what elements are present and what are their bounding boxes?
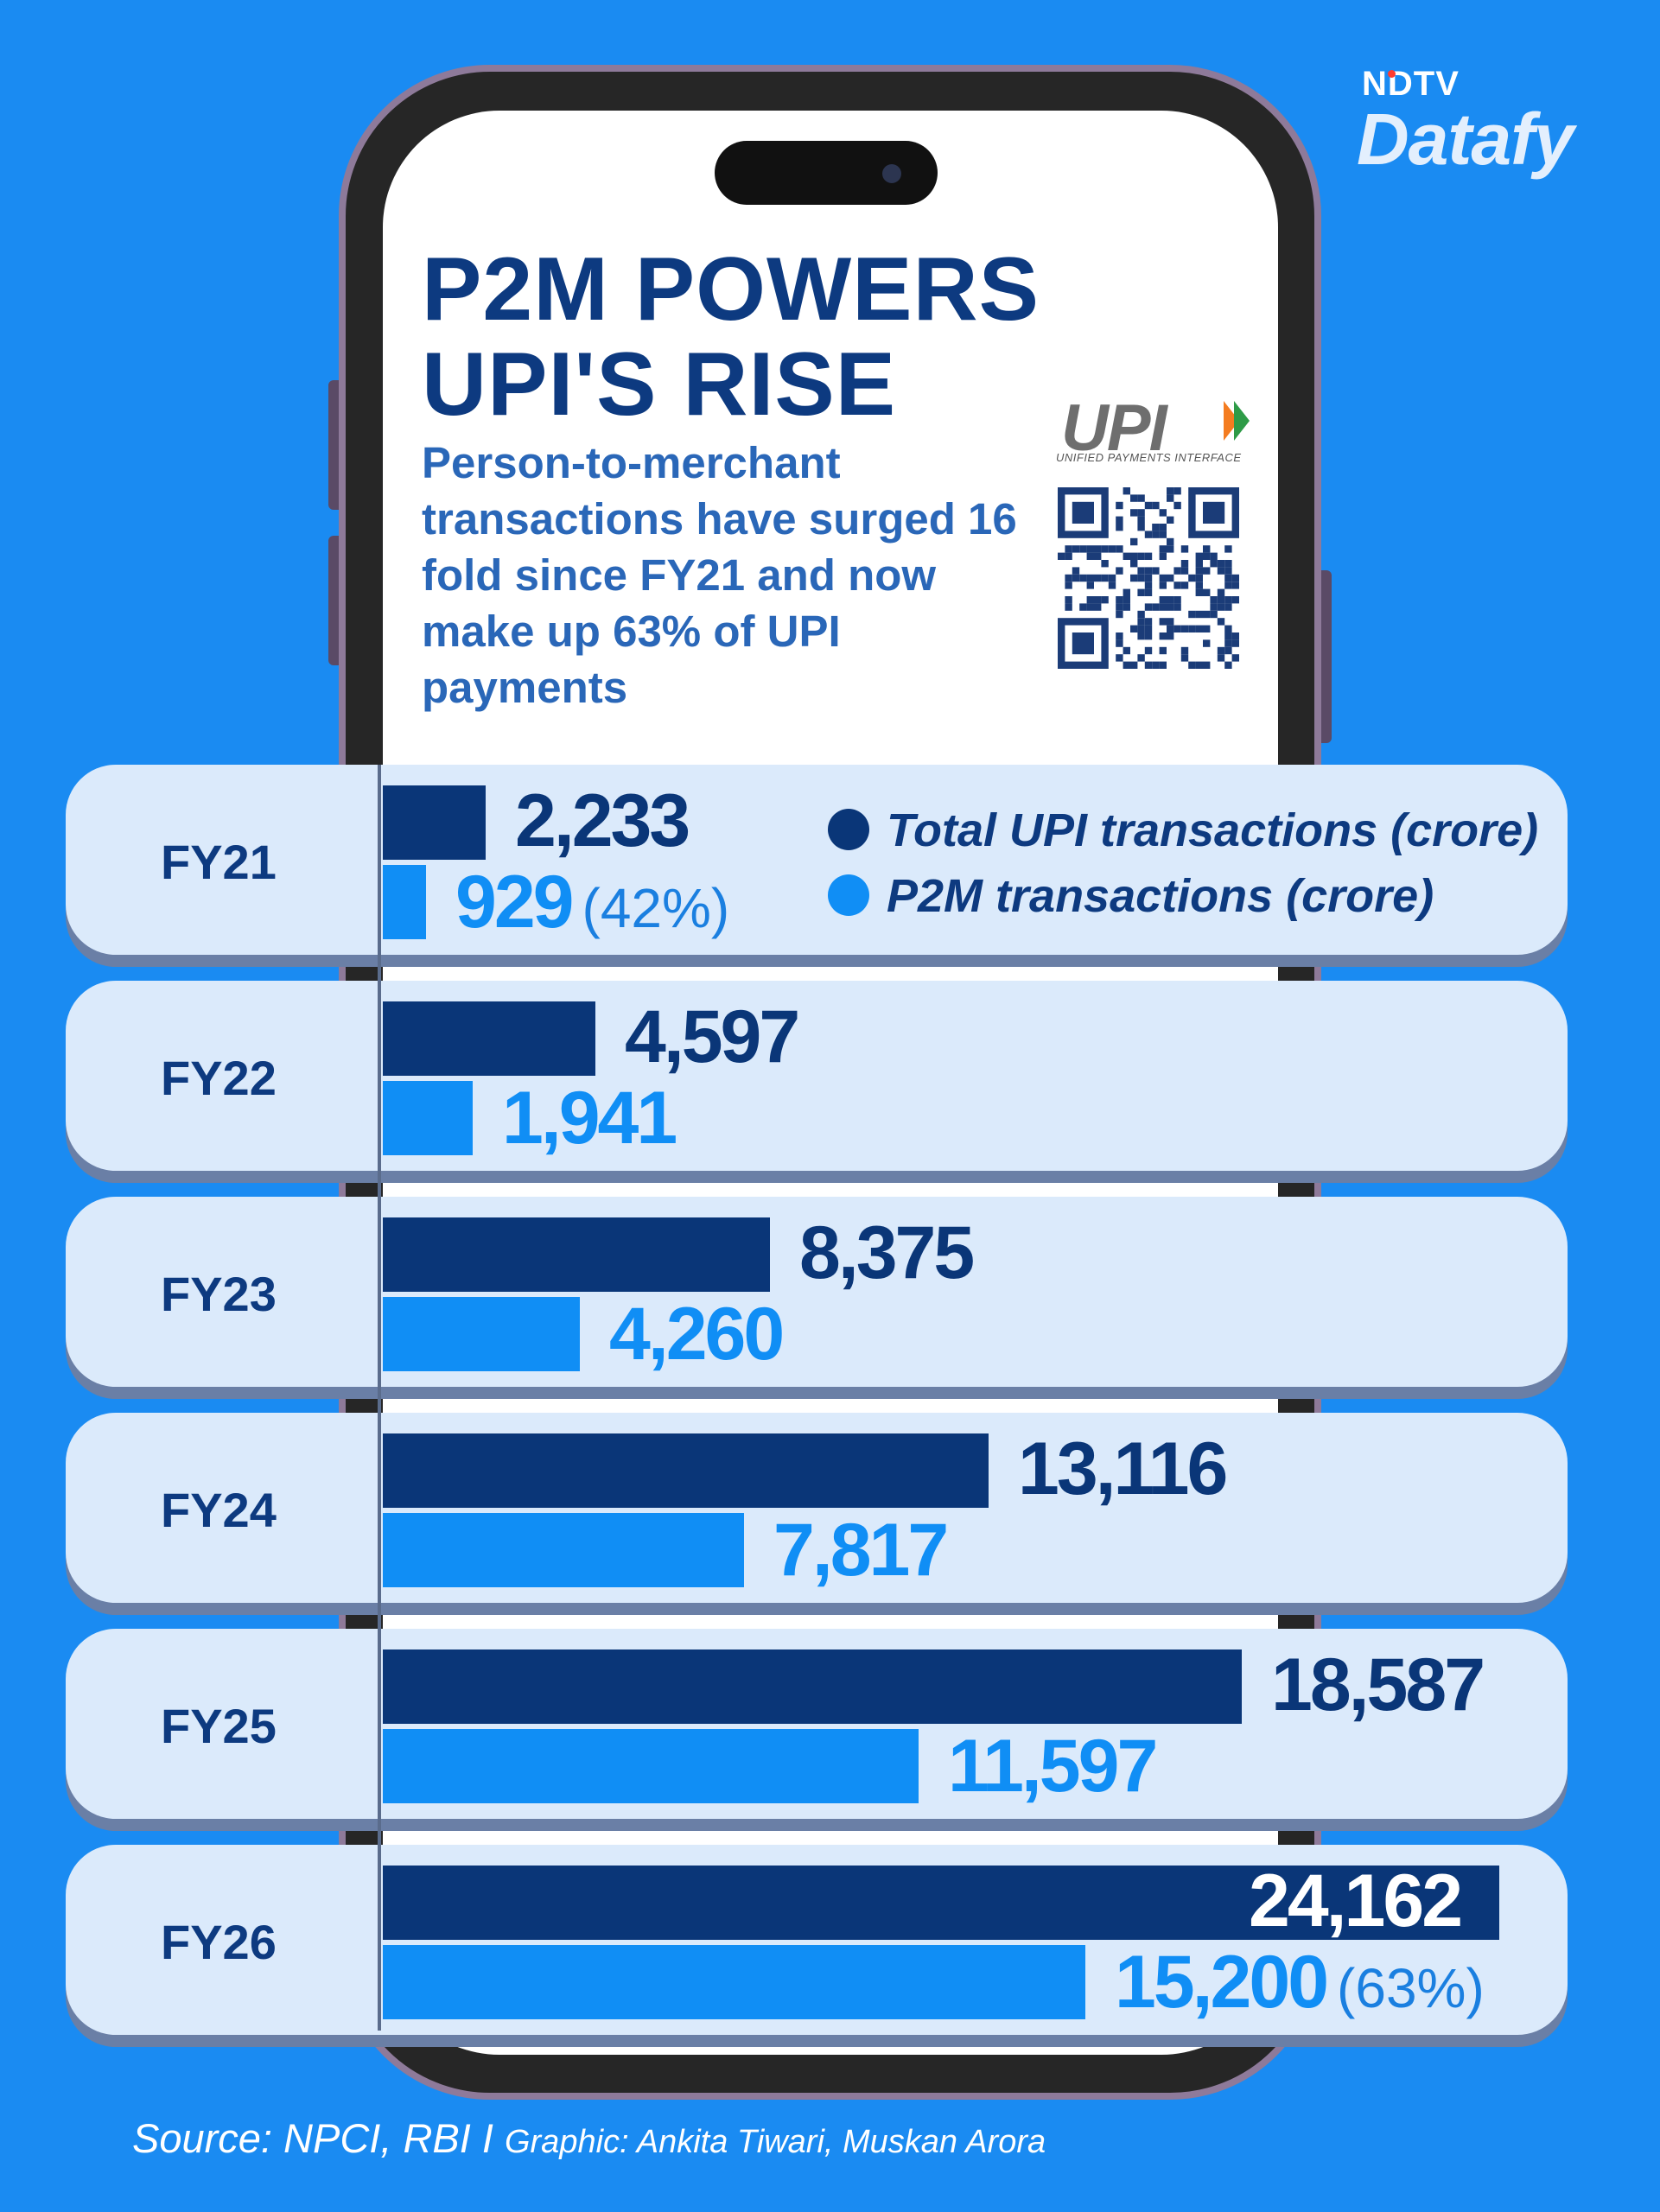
upi-logo: UPI UNIFIED PAYMENTS INTERFACE: [1056, 391, 1250, 468]
category-label-fy25: FY25: [161, 1699, 277, 1753]
bar-total-fy21: [383, 785, 486, 860]
data-label-p2m-value-fy26: 15,200: [1115, 1941, 1329, 2024]
brand-dot: [1388, 70, 1396, 78]
brand-top-text: NDTV: [1362, 65, 1460, 103]
data-label-p2m-value-fy22: 1,941: [502, 1077, 677, 1160]
graphic-credit: Graphic: Ankita Tiwari, Muskan Arora: [504, 2124, 1046, 2160]
legend-swatch-p2m: [828, 874, 869, 916]
legend-label-p2m: P2M transactions (crore): [887, 870, 1434, 922]
bar-total-fy22: [383, 1001, 595, 1076]
bar-p2m-fy24: [383, 1513, 744, 1587]
phone-side-button-lower: [328, 536, 339, 665]
bar-total-fy23: [383, 1217, 770, 1292]
source-text: Source: NPCI, RBI I: [132, 2115, 493, 2161]
bar-p2m-fy23: [383, 1297, 580, 1371]
row-panel-fy22: [66, 981, 1568, 1171]
bar-total-fy24: [383, 1433, 989, 1508]
qr-code-icon: [1058, 487, 1239, 669]
data-label-p2m-value-fy23: 4,260: [609, 1293, 785, 1376]
camera-icon: [882, 164, 901, 183]
title-line-1: P2M POWERS: [422, 239, 1040, 340]
upi-logo-text: UPI: [1061, 391, 1167, 465]
bar-p2m-fy25: [383, 1729, 919, 1803]
legend-label-total: Total UPI transactions (crore): [887, 804, 1539, 856]
bar-p2m-fy26: [383, 1945, 1085, 2019]
page-subtitle: Person-to-merchant transactions have sur…: [422, 438, 1017, 712]
phone-power-button: [1321, 570, 1332, 743]
category-label-fy26: FY26: [161, 1915, 277, 1969]
share-annotation-fy21: (42%): [582, 877, 730, 939]
data-label-p2m-value-fy21: 929: [455, 861, 574, 944]
data-label-total-fy26: 24,162: [1249, 1859, 1463, 1942]
row-panel-fy23: [66, 1197, 1568, 1387]
data-label-total-fy21: 2,233: [515, 779, 690, 862]
source-credit: Source: NPCI, RBI I Graphic: Ankita Tiwa…: [132, 2114, 1046, 2162]
data-label-total-fy22: 4,597: [625, 995, 800, 1078]
legend-swatch-total: [828, 809, 869, 850]
bar-total-fy26: [383, 1866, 1499, 1940]
brand-main-text: Datafy: [1357, 99, 1574, 180]
data-label-p2m-fy26: 15,200 (63%): [1115, 1940, 1485, 2025]
category-label-fy23: FY23: [161, 1267, 277, 1321]
share-annotation-fy26: (63%): [1337, 1957, 1485, 2019]
data-label-p2m-fy25: 11,597: [948, 1724, 1158, 1809]
data-label-p2m-value-fy24: 7,817: [773, 1509, 949, 1592]
category-label-fy22: FY22: [161, 1051, 277, 1105]
data-label-total-fy23: 8,375: [799, 1211, 975, 1294]
upi-logo-subtext: UNIFIED PAYMENTS INTERFACE: [1056, 451, 1242, 464]
phone-side-button-upper: [328, 380, 339, 510]
bar-p2m-fy21: [383, 865, 426, 939]
bar-total-fy25: [383, 1649, 1242, 1724]
data-label-total-fy24: 13,116: [1018, 1427, 1228, 1510]
page-title: P2M POWERS UPI'S RISE: [422, 242, 1096, 432]
data-label-p2m-fy22: 1,941: [502, 1076, 677, 1161]
chart-axis-line: [378, 765, 381, 2031]
upi-arrow-icon: [1224, 401, 1250, 441]
category-label-fy21: FY21: [161, 835, 277, 889]
data-label-p2m-value-fy25: 11,597: [948, 1725, 1158, 1808]
row-panel-fy21: [66, 765, 1568, 955]
data-label-p2m-fy21: 929 (42%): [455, 860, 729, 945]
category-label-fy24: FY24: [161, 1483, 277, 1537]
data-label-total-fy25: 18,587: [1271, 1643, 1485, 1726]
data-label-p2m-fy24: 7,817: [773, 1508, 949, 1593]
title-line-2: UPI'S RISE: [422, 334, 897, 435]
ndtv-datafy-logo: NDTV Datafy: [1357, 65, 1616, 180]
bar-p2m-fy22: [383, 1081, 473, 1155]
data-label-p2m-fy23: 4,260: [609, 1292, 785, 1377]
